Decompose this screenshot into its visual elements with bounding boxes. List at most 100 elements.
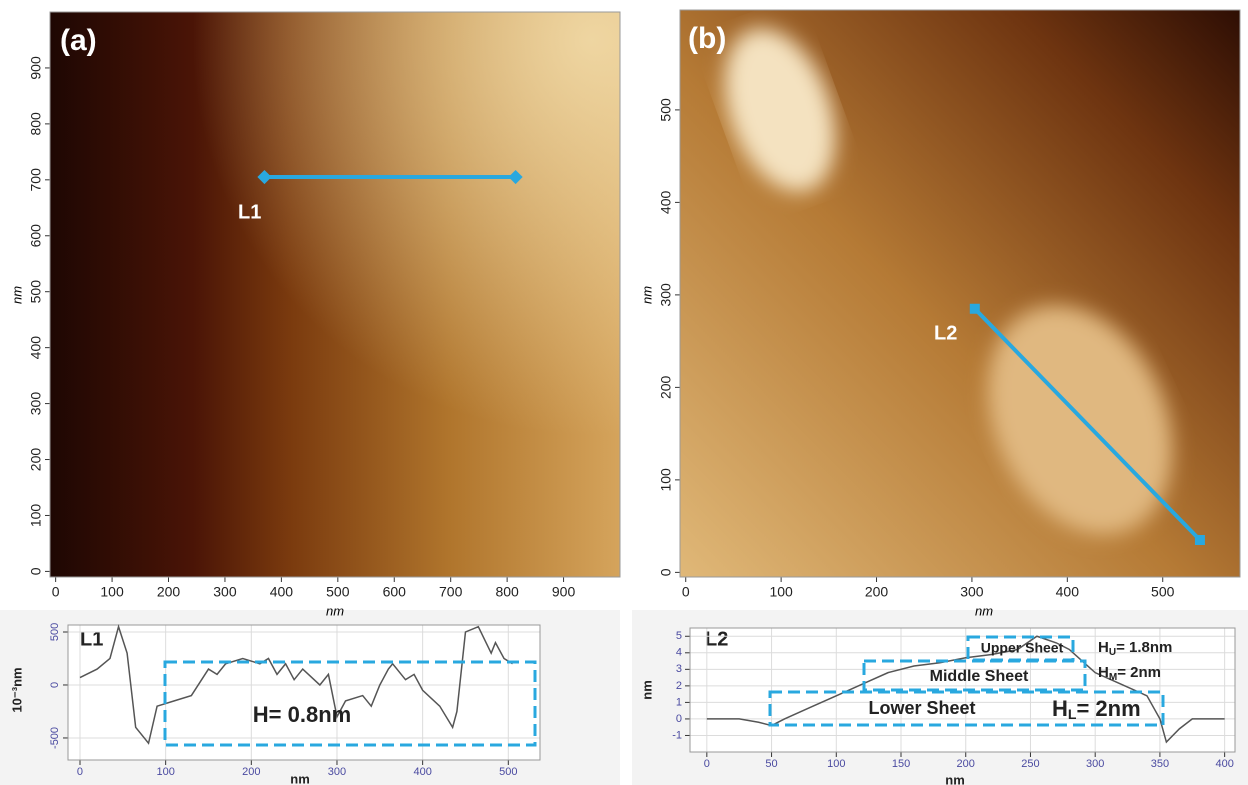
y-tick-label: 500: [28, 280, 44, 304]
sheet-box: [966, 635, 1075, 662]
x-axis-label: nm: [945, 772, 965, 785]
panel-label: (a): [60, 24, 97, 57]
x-tick-label: 0: [682, 584, 690, 600]
sub: L: [1068, 706, 1077, 722]
sheet-label: Middle Sheet: [930, 668, 1029, 685]
y-axis-label: nm: [9, 286, 24, 304]
y-tick-label: 400: [658, 190, 674, 214]
y-tick-label: 4: [676, 647, 682, 659]
x-tick-label: 200: [865, 584, 889, 600]
profile-line: [973, 307, 1202, 542]
sheet-box: [768, 690, 1165, 727]
h: H: [1098, 639, 1109, 656]
y-tick-label: 200: [28, 448, 44, 472]
rest: = 2nm: [1076, 696, 1140, 721]
axes-frame: [679, 9, 1241, 578]
axes-frame: [689, 627, 1236, 753]
annotations: H= 0.8nm Upper Sheet Middle Sheet Lower …: [163, 635, 1172, 747]
x-tick-label: 200: [242, 766, 260, 778]
endpoint: [257, 169, 272, 185]
y-tick-label: 200: [658, 375, 674, 399]
x-tick-label: 300: [1086, 758, 1104, 770]
y-axis-label: nm: [639, 680, 654, 700]
h: H: [1098, 664, 1109, 681]
x-tick-label: 100: [769, 584, 793, 600]
x-tick-label: 0: [77, 766, 83, 778]
x-tick-label: 400: [1056, 584, 1080, 600]
profile-title: L1: [80, 628, 103, 650]
x-tick-label: 0: [52, 584, 60, 600]
x-tick-label: 200: [957, 758, 975, 770]
y-tick-label: 3: [676, 663, 682, 675]
x-axis-label: nm: [326, 603, 344, 618]
y-tick-label: 100: [28, 504, 44, 528]
axes-frame: [49, 11, 621, 578]
y-tick-label: 0: [676, 713, 682, 725]
afm-image-b: [680, 10, 1240, 577]
y-tick-label: 500: [658, 98, 674, 122]
x-tick-label: 250: [1021, 758, 1039, 770]
height-label: HL= 2nm: [1052, 696, 1141, 722]
y-tick-label: 700: [28, 168, 44, 192]
profile-curve: [79, 624, 513, 745]
x-tick-label: 100: [100, 584, 124, 600]
x-tick-label: 400: [413, 766, 431, 778]
x-tick-label: 500: [499, 766, 517, 778]
height-label: HU= 1.8nm: [1098, 639, 1172, 658]
y-tick-label: 5: [676, 630, 682, 642]
y-tick-label: 2: [676, 680, 682, 692]
x-tick-label: 400: [270, 584, 294, 600]
y-tick-label: 300: [658, 283, 674, 307]
sheet-label: Upper Sheet: [981, 640, 1064, 656]
rest: = 2nm: [1117, 664, 1161, 681]
y-tick-label: 0: [658, 568, 674, 576]
x-tick-label: 900: [552, 584, 576, 600]
sub: M: [1109, 672, 1117, 683]
x-tick-label: 300: [213, 584, 237, 600]
h: H: [1052, 696, 1068, 721]
endpoint: [969, 303, 980, 314]
height-label: HM= 2nm: [1098, 664, 1161, 683]
y-tick-label: 600: [28, 224, 44, 248]
x-tick-label: 400: [1215, 758, 1233, 770]
x-tick-label: 600: [383, 584, 407, 600]
endpoint: [508, 169, 523, 185]
y-tick-label: 1: [676, 696, 682, 708]
x-tick-label: 100: [156, 766, 174, 778]
profile-title: L2: [705, 628, 728, 650]
y-tick-label: 0: [49, 682, 61, 688]
plot-area: [68, 625, 540, 760]
sheet-label: Lower Sheet: [868, 698, 975, 718]
line-label: L2: [934, 322, 957, 344]
x-tick-label: 0: [704, 758, 710, 770]
afm-image-a: [50, 12, 620, 577]
x-tick-label: 350: [1151, 758, 1169, 770]
y-tick-label: 400: [28, 336, 44, 360]
x-tick-label: 200: [157, 584, 181, 600]
x-tick-label: 800: [495, 584, 519, 600]
sub: U: [1109, 647, 1116, 658]
y-tick-label: 900: [28, 56, 44, 80]
axes-frame: [67, 624, 541, 761]
x-tick-label: 500: [326, 584, 350, 600]
y-tick-label: 500: [49, 623, 61, 641]
x-axis-label: nm: [975, 603, 993, 618]
y-tick-label: 0: [28, 567, 44, 575]
x-tick-label: 300: [960, 584, 984, 600]
y-tick-label: 300: [28, 392, 44, 416]
x-tick-label: 300: [328, 766, 346, 778]
y-tick-label: -1: [672, 729, 682, 741]
x-tick-label: 150: [892, 758, 910, 770]
rest: = 1.8nm: [1116, 639, 1172, 656]
y-tick-label: 800: [28, 112, 44, 136]
line-label: L1: [238, 201, 261, 223]
y-tick-label: -500: [49, 727, 61, 749]
x-tick-label: 700: [439, 584, 463, 600]
x-axis-label: nm: [290, 771, 310, 785]
endpoint: [1194, 535, 1205, 546]
y-axis-label: nm: [639, 286, 654, 304]
height-label: H= 0.8nm: [253, 702, 351, 727]
plot-area: [690, 628, 1235, 752]
x-tick-label: 500: [1151, 584, 1175, 600]
